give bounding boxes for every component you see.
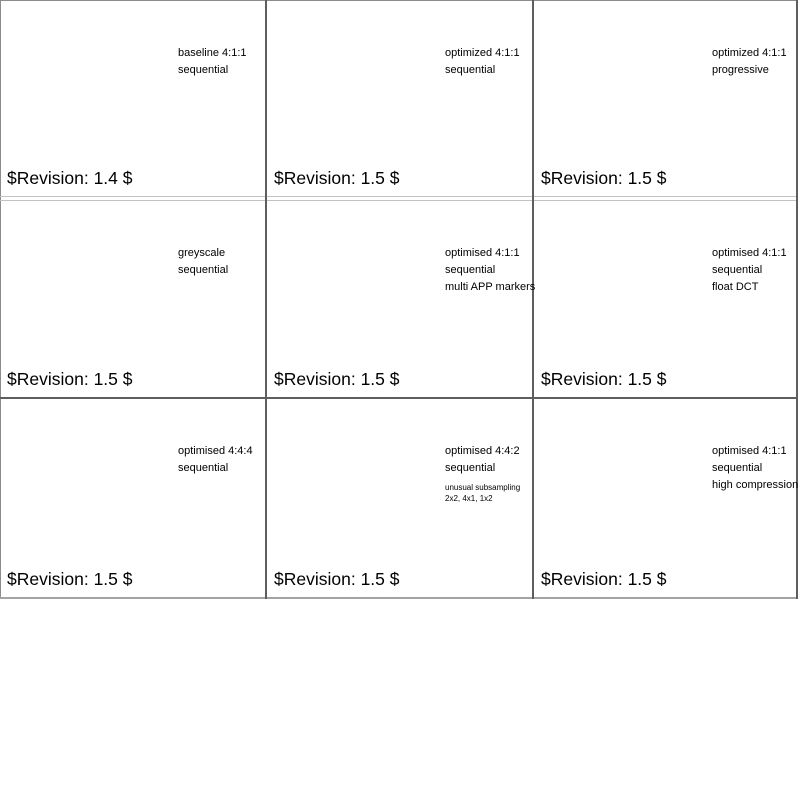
image-caption: optimized 4:1:1 sequential — [445, 45, 520, 79]
image-caption: optimized 4:1:1 progressive — [712, 45, 787, 79]
caption-line: optimised 4:1:1 — [445, 247, 520, 259]
image-caption: baseline 4:1:1 sequential — [178, 45, 247, 79]
image-subcaption: unusual subsampling 2x2, 4x1, 1x2 — [445, 482, 520, 504]
grid-border-left — [0, 0, 1, 598]
caption-line: optimised 4:4:4 — [178, 445, 253, 457]
revision-label: $Revision: 1.5 $ — [7, 369, 133, 389]
caption-line: float DCT — [712, 281, 759, 293]
caption-line: sequential — [178, 462, 229, 474]
caption-line: greyscale — [178, 247, 226, 259]
caption-line: optimized 4:1:1 — [445, 47, 520, 59]
test-image-cell: optimised 4:1:1 sequential high compress… — [535, 400, 798, 596]
grid-divider-col2-col3 — [532, 0, 534, 599]
test-image-cell: optimized 4:1:1 sequential $Revision: 1.… — [268, 2, 531, 195]
grid-divider-col1-col2 — [265, 0, 267, 599]
test-image-cell: baseline 4:1:1 sequential $Revision: 1.4… — [1, 2, 264, 195]
caption-line: optimized 4:1:1 — [712, 47, 787, 59]
caption-line: sequential — [178, 64, 229, 76]
image-caption: optimised 4:1:1 sequential float DCT — [712, 245, 787, 296]
caption-line: optimised 4:1:1 — [712, 247, 787, 259]
caption-line: sequential — [445, 264, 496, 276]
caption-line: multi APP markers — [445, 281, 536, 293]
revision-label: $Revision: 1.5 $ — [7, 569, 133, 589]
test-image-cell: optimised 4:4:4 sequential $Revision: 1.… — [1, 400, 264, 596]
caption-line: optimised 4:1:1 — [712, 445, 787, 457]
grid-border-top — [0, 0, 798, 1]
revision-label: $Revision: 1.5 $ — [541, 369, 667, 389]
test-image-cell: greyscale sequential $Revision: 1.5 $ — [1, 202, 264, 396]
grid-border-right — [796, 0, 798, 599]
caption-line: sequential — [445, 462, 496, 474]
caption-line: sequential — [712, 462, 763, 474]
caption-line: baseline 4:1:1 — [178, 47, 247, 59]
grid-divider-row1-row2 — [0, 196, 798, 197]
subcaption-line: unusual subsampling — [445, 483, 521, 492]
caption-line: sequential — [445, 64, 496, 76]
caption-line: sequential — [712, 264, 763, 276]
image-caption: optimised 4:1:1 sequential high compress… — [712, 443, 798, 494]
revision-label: $Revision: 1.5 $ — [274, 369, 400, 389]
revision-label: $Revision: 1.5 $ — [541, 569, 667, 589]
caption-line: high compression — [712, 479, 799, 491]
revision-label: $Revision: 1.5 $ — [541, 168, 667, 188]
caption-line: optimised 4:4:2 — [445, 445, 520, 457]
revision-label: $Revision: 1.4 $ — [7, 168, 133, 188]
revision-label: $Revision: 1.5 $ — [274, 569, 400, 589]
grid-border-bottom — [0, 597, 798, 599]
revision-label: $Revision: 1.5 $ — [274, 168, 400, 188]
caption-line: sequential — [178, 264, 229, 276]
grid-divider-row2-row3 — [0, 397, 798, 399]
image-caption: optimised 4:4:4 sequential — [178, 443, 253, 477]
grid-divider-row1-row2 — [0, 200, 798, 201]
test-image-cell: optimised 4:1:1 sequential float DCT $Re… — [535, 202, 795, 396]
caption-line: progressive — [712, 64, 769, 76]
image-caption: optimised 4:1:1 sequential multi APP mar… — [445, 245, 535, 296]
test-image-cell: optimised 4:4:2 sequential unusual subsa… — [268, 400, 531, 596]
subcaption-line: 2x2, 4x1, 1x2 — [445, 494, 493, 503]
test-image-cell: optimised 4:1:1 sequential multi APP mar… — [268, 202, 535, 396]
image-caption: optimised 4:4:2 sequential unusual subsa… — [445, 443, 520, 504]
image-caption: greyscale sequential — [178, 245, 228, 279]
test-image-cell: optimized 4:1:1 progressive $Revision: 1… — [535, 2, 795, 195]
